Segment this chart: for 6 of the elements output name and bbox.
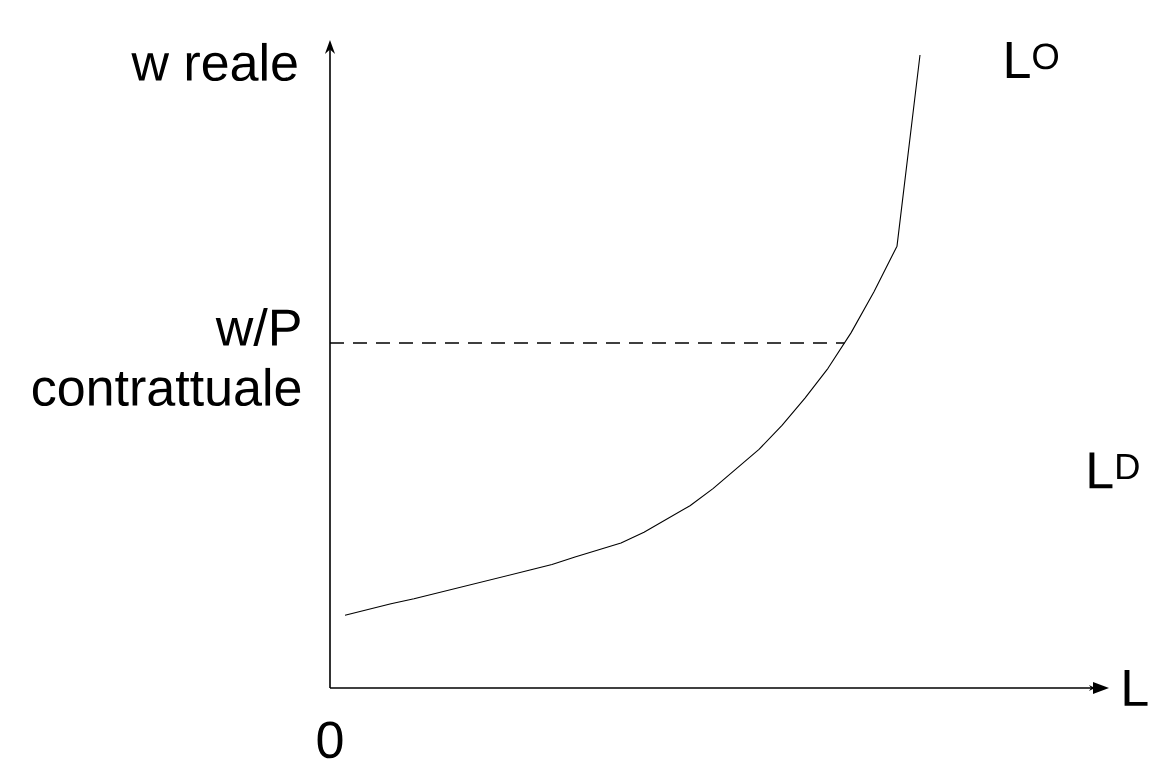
- text: L$^{D}$: [1089, 452, 1139, 489]
- ref-line-label: w/P contrattuale: [32, 307, 301, 407]
- series-label: L$^{O}$: [1006, 42, 1059, 78]
- x-axis-title: L: [1124, 670, 1148, 706]
- text: 0: [317, 721, 343, 759]
- y-axis-title: w reale: [131, 42, 297, 82]
